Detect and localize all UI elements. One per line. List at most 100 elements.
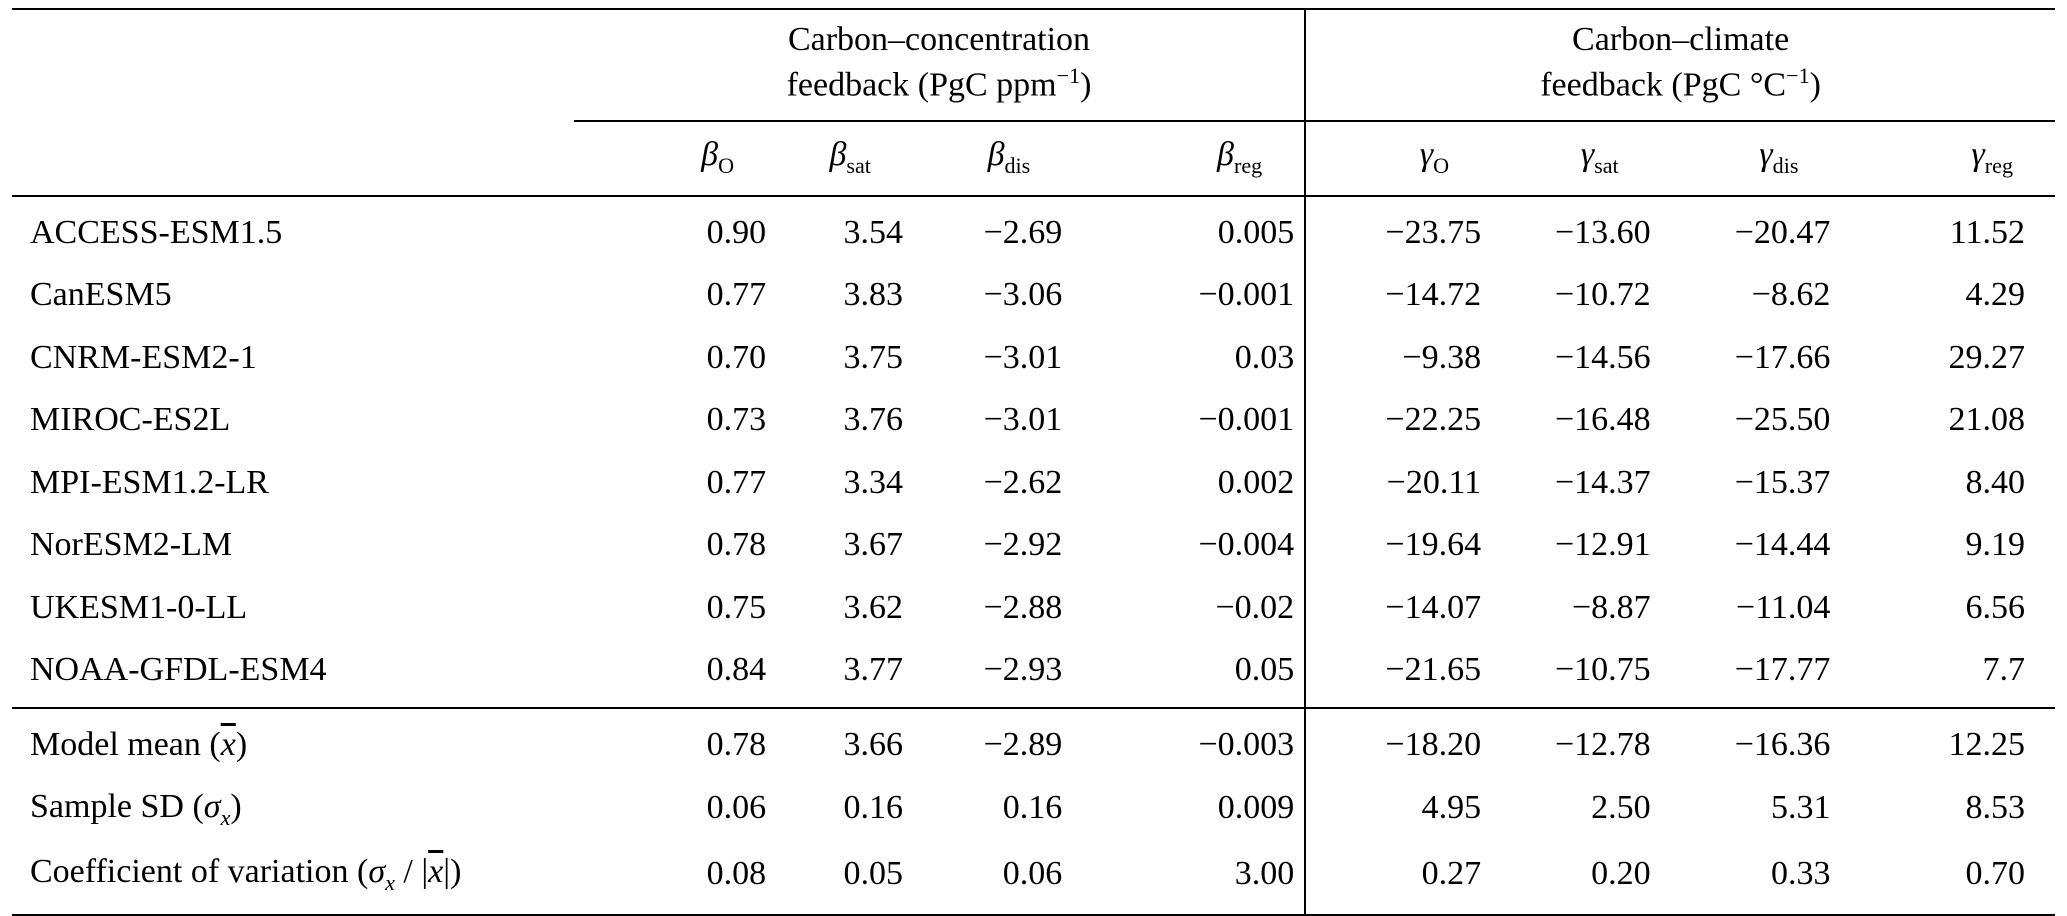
group-title: Carbon–concentration bbox=[787, 21, 1091, 58]
row-label: NorESM2-LM bbox=[30, 526, 233, 563]
value-cell: −2.93 bbox=[983, 651, 1063, 688]
value-cell: −20.47 bbox=[1734, 213, 1831, 251]
value-cell: −16.36 bbox=[1734, 725, 1831, 763]
row-label: NOAA-GFDL-ESM4 bbox=[30, 651, 327, 688]
model-row: MPI-ESM1.2-LR 0.77 3.34 −2.62 0.002 −20.11 −14… bbox=[12, 451, 2055, 514]
math-symbol: σ bbox=[203, 788, 221, 825]
value-cell: −19.64 bbox=[1385, 526, 1482, 563]
value-cell: 3.54 bbox=[843, 213, 903, 251]
group-title: Carbon–climate bbox=[1572, 21, 1790, 58]
value-cell: −20.11 bbox=[1386, 463, 1482, 501]
value-cell: −13.60 bbox=[1554, 213, 1651, 251]
value-cell: 3.75 bbox=[843, 338, 903, 376]
row-label: UKESM1-0-LL bbox=[30, 588, 248, 626]
feedback-table: Carbon–concentration feedback (PgC ppm−1… bbox=[12, 8, 2055, 916]
value-cell: −14.07 bbox=[1385, 588, 1482, 626]
column-header-γ-O: γO bbox=[1305, 120, 1492, 197]
model-row: MIROC-ES2L 0.73 3.76 −3.01 −0.001 −22.25 −16.4… bbox=[12, 389, 2055, 452]
column-header-γ-sat: γsat bbox=[1491, 120, 1661, 197]
value-cell: −0.02 bbox=[1072, 576, 1307, 639]
value-cell: 0.78 bbox=[706, 725, 767, 763]
row-label: MPI-ESM1.2-LR bbox=[30, 463, 269, 501]
value-cell: 0.75 bbox=[706, 588, 767, 626]
value-cell: 0.20 bbox=[1591, 854, 1651, 892]
value-cell: 0.27 bbox=[1421, 854, 1482, 892]
value-cell: 3.83 bbox=[843, 276, 903, 313]
math-subscript: x bbox=[220, 804, 231, 830]
value-cell: −23.75 bbox=[1385, 213, 1482, 251]
value-cell: −0.004 bbox=[1072, 514, 1307, 577]
column-header-γ-dis: γdis bbox=[1660, 120, 1841, 197]
symbol-subscript: dis bbox=[1004, 152, 1031, 178]
row-label: Coefficient of variation (σx / |x|) bbox=[30, 853, 462, 896]
value-cell: 0.05 bbox=[843, 854, 903, 892]
value-cell: −17.77 bbox=[1734, 651, 1831, 688]
group-unit-exponent: −1 bbox=[1786, 63, 1810, 89]
summary-rows: Model mean (x) 0.78 3.66 −2.89 −0.003 −18.20 −… bbox=[12, 707, 2055, 915]
value-cell: −2.88 bbox=[983, 588, 1063, 626]
symbol-subscript: sat bbox=[1594, 152, 1619, 178]
symbol-subscript: O bbox=[718, 152, 735, 178]
value-cell: 0.73 bbox=[706, 401, 767, 438]
value-cell: −2.69 bbox=[983, 213, 1063, 251]
value-cell: 0.05 bbox=[1072, 639, 1307, 708]
value-cell: 0.90 bbox=[706, 213, 767, 251]
value-cell: 0.33 bbox=[1770, 854, 1831, 892]
value-cell: −17.66 bbox=[1734, 338, 1831, 376]
value-cell: 8.53 bbox=[1965, 789, 2026, 827]
value-cell: 0.16 bbox=[843, 789, 903, 827]
value-cell: −18.20 bbox=[1385, 725, 1482, 763]
value-cell: 21.08 bbox=[1948, 401, 2026, 438]
model-row: UKESM1-0-LL 0.75 3.62 −2.88 −0.02 −14.07 −8.87… bbox=[12, 576, 2055, 639]
group-unit: feedback (PgC °C−1) bbox=[1306, 62, 2055, 108]
value-cell: 0.009 bbox=[1072, 776, 1307, 842]
value-cell: −25.50 bbox=[1734, 401, 1831, 438]
column-header-β-O: βO bbox=[573, 120, 777, 197]
value-cell: 0.77 bbox=[706, 463, 767, 501]
summary-row: Model mean (x) 0.78 3.66 −2.89 −0.003 −18.20 −… bbox=[12, 707, 2055, 776]
group-header-carbon-concentration: Carbon–concentration feedback (PgC ppm−1… bbox=[573, 9, 1307, 122]
value-cell: −10.72 bbox=[1554, 276, 1651, 313]
value-cell: 11.52 bbox=[1949, 213, 2025, 251]
value-cell: 4.95 bbox=[1421, 789, 1482, 827]
symbol-subscript: sat bbox=[846, 152, 871, 178]
greek-symbol: γ bbox=[1580, 135, 1595, 173]
model-row: CanESM5 0.77 3.83 −3.06 −0.001 −14.72 −10.72 −8… bbox=[12, 264, 2055, 327]
model-row: CNRM-ESM2-1 0.70 3.75 −3.01 0.03 −9.38 −14.56 −… bbox=[12, 326, 2055, 389]
value-cell: −12.91 bbox=[1554, 526, 1651, 563]
value-cell: 9.19 bbox=[1965, 526, 2026, 563]
greek-symbol: β bbox=[701, 135, 719, 173]
value-cell: 6.56 bbox=[1965, 588, 2026, 626]
value-cell: 8.40 bbox=[1965, 463, 2026, 501]
group-unit: feedback (PgC ppm−1) bbox=[574, 62, 1304, 108]
value-cell: 0.08 bbox=[706, 854, 767, 892]
summary-row: Coefficient of variation (σx / |x|) 0.08 0… bbox=[12, 841, 2055, 915]
value-cell: −3.01 bbox=[983, 338, 1063, 376]
corner-cell bbox=[12, 9, 574, 121]
value-cell: 0.77 bbox=[706, 276, 767, 313]
value-cell: 0.84 bbox=[706, 651, 767, 688]
value-cell: −0.001 bbox=[1072, 389, 1307, 452]
value-cell: −3.01 bbox=[983, 401, 1063, 438]
row-label: CNRM-ESM2-1 bbox=[30, 338, 257, 376]
value-cell: −12.78 bbox=[1554, 725, 1651, 763]
value-cell: 12.25 bbox=[1948, 725, 2026, 763]
math-xbar: x bbox=[428, 853, 444, 891]
row-label: Model mean (x) bbox=[30, 725, 248, 763]
math-subscript: x bbox=[385, 870, 395, 896]
value-cell: 0.002 bbox=[1072, 451, 1307, 514]
value-cell: −14.37 bbox=[1554, 463, 1651, 501]
group-header-carbon-climate: Carbon–climate feedback (PgC °C−1) bbox=[1305, 9, 2055, 122]
value-cell: 2.50 bbox=[1591, 789, 1651, 827]
group-unit-text: feedback (PgC °C bbox=[1540, 66, 1787, 104]
value-cell: 0.005 bbox=[1072, 195, 1307, 264]
value-cell: −21.65 bbox=[1385, 651, 1482, 688]
value-cell: 4.29 bbox=[1965, 276, 2026, 313]
value-cell: −14.56 bbox=[1554, 338, 1651, 376]
summary-row: Sample SD (σx) 0.06 0.16 0.16 0.009 4.95 2.50 5… bbox=[12, 776, 2055, 842]
value-cell: −8.62 bbox=[1751, 276, 1831, 313]
row-label: CanESM5 bbox=[30, 276, 172, 313]
row-label: MIROC-ES2L bbox=[30, 401, 231, 438]
value-cell: −0.001 bbox=[1072, 264, 1307, 327]
